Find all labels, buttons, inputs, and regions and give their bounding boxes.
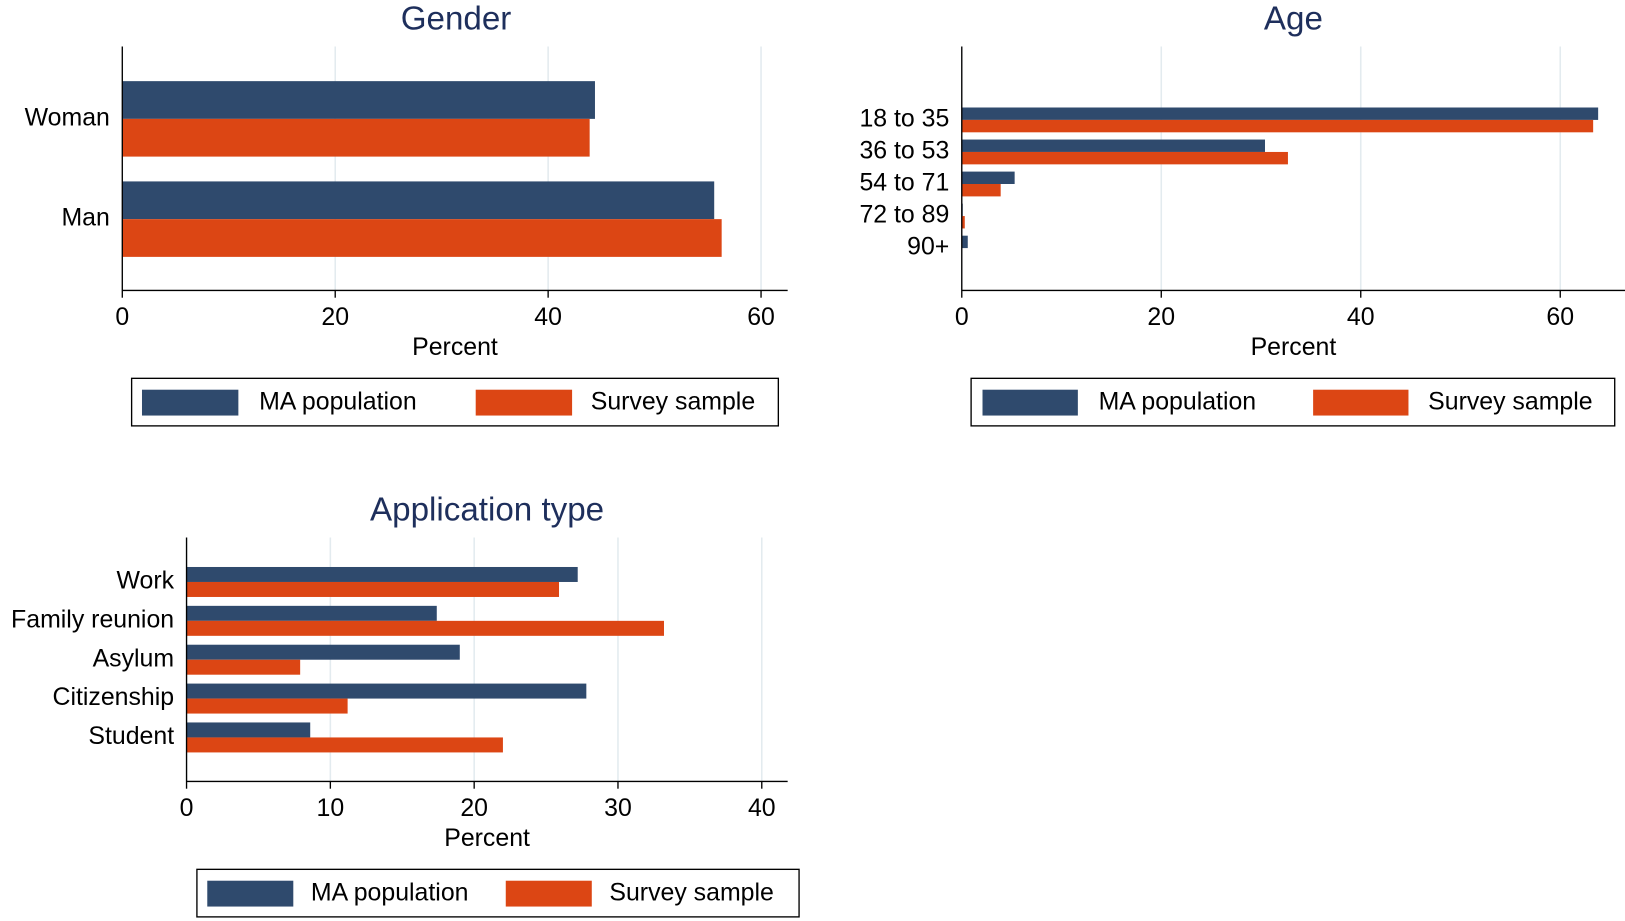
bar [961,119,1594,133]
y-tick-label: Work [117,568,175,595]
bar [186,581,560,597]
legend-label: Survey sample [609,880,773,907]
x-tick-label: 0 [115,304,129,331]
x-tick-label: 20 [460,795,488,822]
bar [186,698,348,714]
legend-label: MA population [311,880,469,907]
legend-swatch [1313,389,1409,416]
y-tick-label: Asylum [93,645,175,672]
x-tick-label: 20 [1147,304,1175,331]
legend-swatch [982,389,1078,416]
bar [186,620,664,636]
x-tick-label: 0 [955,304,969,331]
y-tick-label: Student [88,723,174,750]
bar [961,171,1015,184]
bar [186,737,503,753]
bar [961,107,1599,120]
bar [122,118,590,157]
bar [961,183,1001,197]
bar [186,605,437,621]
x-tick-label: 60 [1546,304,1574,331]
panels: Gender 0 20 40 60 Percent Woman Man MA populatio… [11,0,1625,918]
bar [122,81,595,119]
y-tick-label: 72 to 89 [859,202,949,229]
chart-title: Application type [370,491,604,528]
bar [122,219,722,257]
legend-swatch [505,880,592,907]
x-tick-label: 60 [747,304,775,331]
x-tick-label: 10 [317,795,345,822]
x-tick-label: 40 [748,795,776,822]
legend-box [970,377,1616,427]
bar [186,644,460,660]
bar [186,659,301,675]
legend-label: Survey sample [591,389,755,416]
legend-swatch [207,880,294,907]
bar [186,683,587,699]
x-tick-label: 40 [534,304,562,331]
legend-label: MA population [259,389,417,416]
bar [961,216,965,229]
y-tick-label: 18 to 35 [859,105,949,132]
legend-swatch [141,389,239,416]
x-axis-label: Percent [1251,334,1337,361]
x-axis-label: Percent [412,334,498,361]
bar [961,235,968,249]
y-tick-label: 54 to 71 [859,170,949,197]
bar [186,722,311,738]
legend-label: Survey sample [1428,389,1592,416]
legend-swatch [475,389,573,416]
legend-box [196,868,800,918]
legend-box [130,377,780,427]
x-tick-label: 40 [1347,304,1375,331]
y-tick-label: 90+ [907,234,949,261]
y-tick-label: 36 to 53 [859,138,949,165]
bar [961,151,1288,165]
x-axis-label: Percent [444,825,530,852]
x-tick-label: 20 [321,304,349,331]
y-tick-label: Woman [25,104,110,131]
x-tick-label: 0 [180,795,194,822]
y-tick-label: Man [61,205,109,232]
y-tick-label: Citizenship [53,684,175,711]
bar [122,181,715,220]
y-tick-label: Family reunion [11,606,174,633]
chart-title: Age [1264,0,1323,37]
chart-title: Gender [401,0,512,37]
bar [186,566,578,582]
x-tick-label: 30 [604,795,632,822]
legend-label: MA population [1099,389,1257,416]
bar [961,139,1266,152]
